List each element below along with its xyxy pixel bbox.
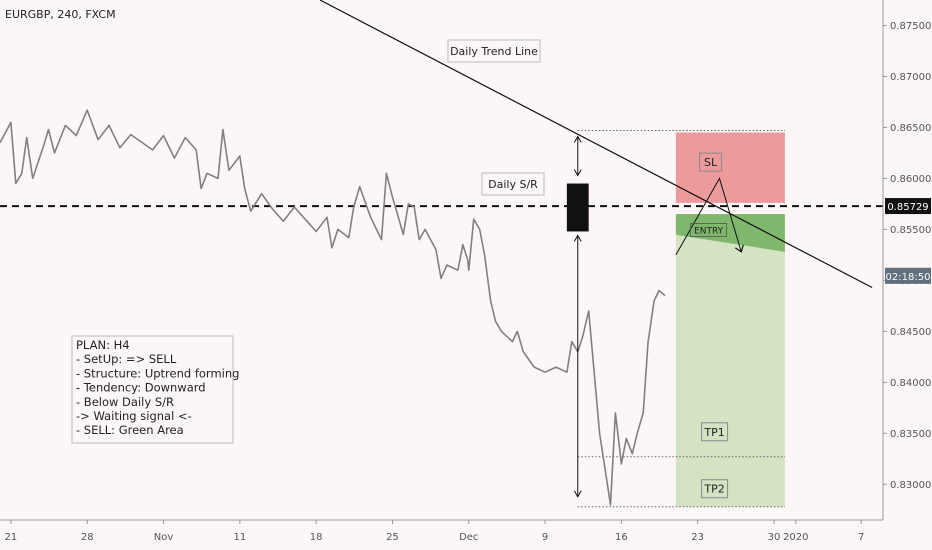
x-tick-label-5: 25	[386, 532, 399, 543]
x-tick-label-1: 28	[81, 532, 94, 543]
tp-zone	[675, 214, 785, 507]
tp1-label: TP1	[703, 426, 724, 439]
y-tick-label-1: 0.87000	[890, 72, 931, 83]
sl-zone	[675, 132, 785, 203]
countdown-badge-text: 02:18:50	[886, 272, 931, 283]
x-tick-label-2: Nov	[154, 532, 174, 543]
plan-line-1: - SetUp: => SELL	[76, 352, 177, 366]
plan-line-0: PLAN: H4	[76, 338, 130, 352]
x-tick-label-11: 2020	[783, 532, 808, 543]
x-tick-label-6: Dec	[459, 532, 478, 543]
black-block-group	[566, 183, 589, 232]
trend-line-group	[319, 0, 873, 289]
tp1-label-box	[701, 422, 729, 442]
x-tick-label-4: 18	[310, 532, 323, 543]
x-tick-label-0: 21	[5, 532, 18, 543]
plan-line-4: - Below Daily S/R	[76, 395, 174, 409]
y-tick-label-9: 0.83000	[890, 480, 931, 491]
y-tick-label-8: 0.83500	[890, 429, 931, 440]
sr-label-text: Daily S/R	[488, 178, 538, 191]
lower-measure-arrow-tail	[573, 234, 582, 242]
x-tick-label-10: 30	[768, 532, 781, 543]
x-tick-label-3: 11	[233, 532, 246, 543]
x-tick-label-8: 16	[615, 532, 628, 543]
lower-measure-arrow-head	[573, 490, 582, 498]
countdown-badge	[885, 267, 931, 284]
entry-label-box	[690, 223, 727, 237]
trend-line-label-text: Daily Trend Line	[450, 45, 538, 58]
x-tick-label-12: 7	[858, 532, 864, 543]
black-block	[566, 183, 589, 232]
target-lines	[577, 130, 785, 508]
plan-line-2: - Structure: Uptrend forming	[76, 366, 239, 380]
y-tick-label-6: 0.84500	[890, 327, 931, 338]
y-tick-label-7: 0.84000	[890, 378, 931, 389]
y-tick-label-3: 0.86000	[890, 174, 931, 185]
sr-label: Daily S/R	[481, 172, 545, 196]
y-tick-label-4: 0.85500	[890, 225, 931, 236]
y-tick-label-2: 0.86500	[890, 123, 931, 134]
price-badge	[885, 198, 931, 215]
trend-line	[319, 0, 873, 289]
plan-box: PLAN: H4- SetUp: => SELL- Structure: Upt…	[71, 335, 239, 444]
plan-line-6: - SELL: Green Area	[76, 423, 184, 437]
entry-label: ENTRY	[694, 226, 724, 236]
symbol-title: EURGBP, 240, FXCM	[5, 8, 116, 21]
x-tick-label-9: 23	[691, 532, 704, 543]
trade-zones	[675, 132, 785, 507]
plan-line-5: -> Waiting signal <-	[76, 409, 192, 423]
price-line-0	[0, 109, 666, 506]
tp2-label-box	[701, 479, 729, 499]
price-series	[0, 109, 666, 506]
sl-label-box	[699, 152, 723, 172]
upper-measure-arrow-tail	[573, 135, 582, 143]
x-tick-label-7: 9	[542, 532, 548, 543]
trend-line-label: Daily Trend Line	[447, 39, 541, 63]
zone-labels: SL TP1 TP2 ENTRY	[690, 152, 729, 499]
y-tick-label-0: 0.87500	[890, 21, 931, 32]
upper-measure-arrow-head	[573, 169, 582, 177]
tp2-label: TP2	[703, 483, 724, 496]
projection-arrow-head	[734, 244, 744, 253]
plan-line-3: - Tendency: Downward	[76, 381, 206, 395]
sl-label: SL	[704, 156, 718, 169]
price-badge-text: 0.85729	[887, 202, 928, 213]
